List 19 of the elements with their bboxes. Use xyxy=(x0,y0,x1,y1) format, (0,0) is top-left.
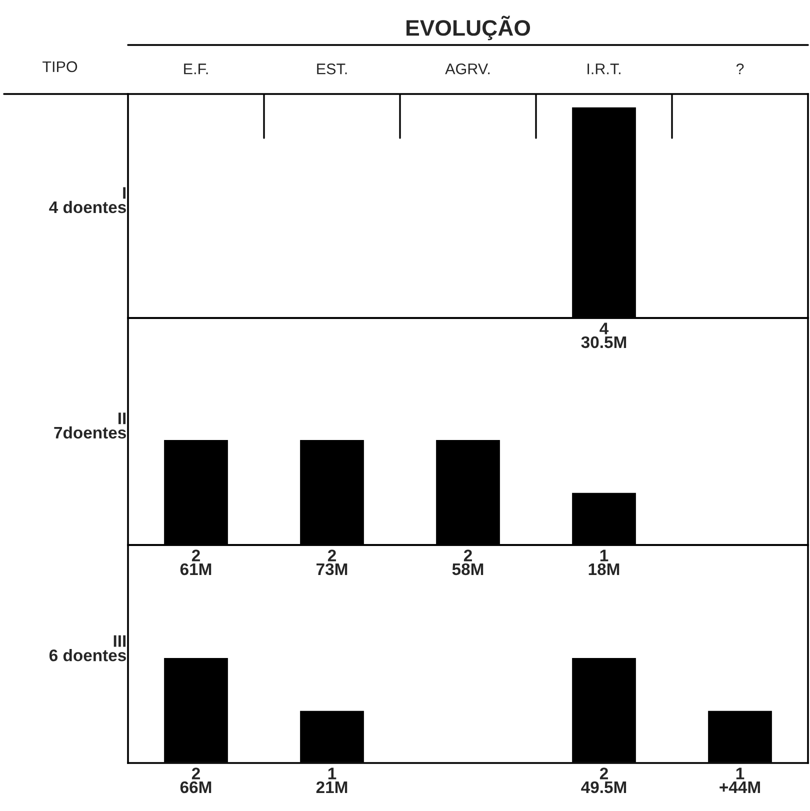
data-label: 2 66M xyxy=(180,768,212,794)
data-label: 2 61M xyxy=(180,550,212,576)
x-tick-label: E.F. xyxy=(184,64,208,74)
data-label: 2 73M xyxy=(316,550,348,576)
y-axis-title: II 7doentes xyxy=(54,412,126,439)
x-tick-label: ? xyxy=(736,63,744,74)
x-tick-label: EST. xyxy=(317,63,347,74)
data-label: 1 +44M xyxy=(720,768,760,793)
y-axis-title: III 6 doentes xyxy=(49,635,126,662)
text: TIPO xyxy=(42,61,78,72)
x-tick-label: AGRV. xyxy=(445,63,490,74)
data-label: 4 30.5M xyxy=(581,322,626,348)
data-label: 2 49.5M xyxy=(581,768,626,794)
data-label: 1 18M xyxy=(588,550,620,576)
data-label: 1 21M xyxy=(316,768,348,793)
chart-title: EVOLUÇÃO xyxy=(406,16,530,40)
data-label: 2 58M xyxy=(452,550,484,576)
y-axis-title: I 4 doentes xyxy=(49,187,126,214)
x-tick-label: I.R.T. xyxy=(588,64,620,74)
